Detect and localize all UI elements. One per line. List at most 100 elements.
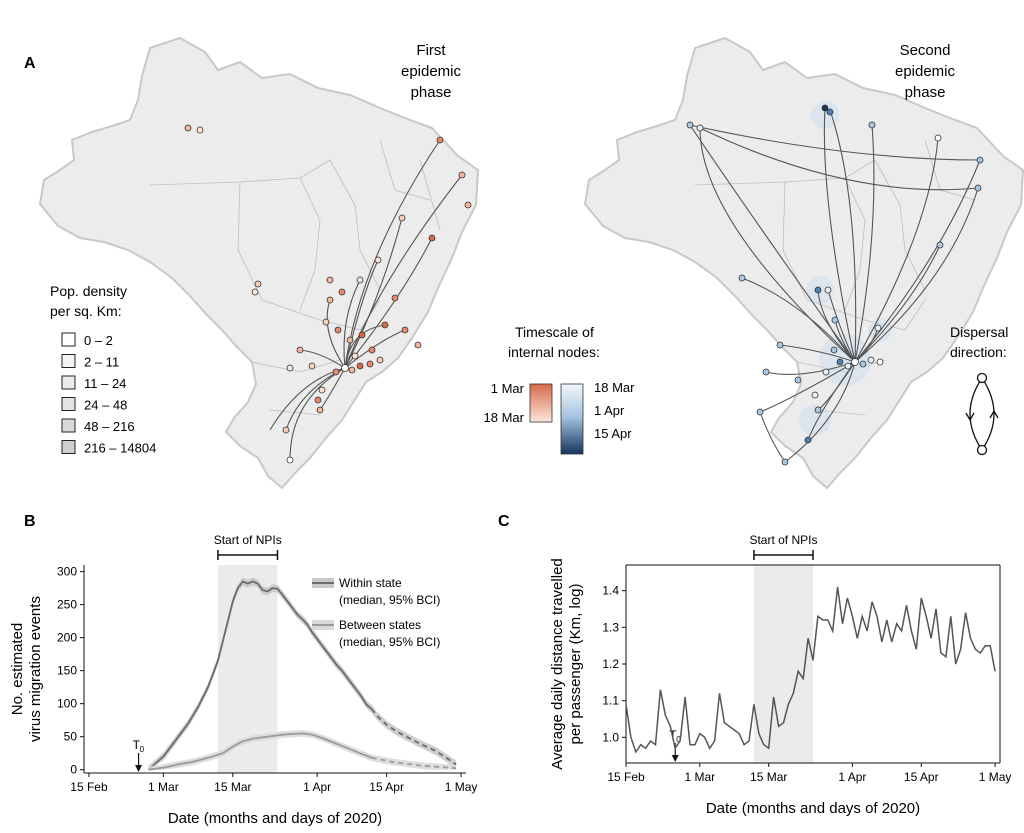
x-tick-label: 15 Feb <box>607 770 645 784</box>
density-item-label: 11 – 24 <box>84 376 126 391</box>
x-axis-label: Date (months and days of 2020) <box>168 810 382 827</box>
internal-nodes-first <box>184 124 472 464</box>
series-line <box>148 732 373 771</box>
legend-label-sub: (median, 95% BCI) <box>339 593 440 607</box>
timescale-red-bar <box>529 383 553 423</box>
timescale-label-1apr: 1 Apr <box>594 403 625 418</box>
series-line-dashed <box>370 708 457 766</box>
t0-subscript: 0 <box>676 735 681 744</box>
series-line <box>147 580 373 771</box>
y-axis-label-line1: Average daily distance travelled <box>549 558 566 770</box>
legend-label: Within state <box>339 576 402 590</box>
y-tick-label: 1.1 <box>602 694 619 708</box>
dispersal-title-line1: Dispersal <box>950 324 1008 340</box>
density-item-label: 216 – 14804 <box>84 441 156 456</box>
chart-c: Start of NPIs 1.0 1.1 1.2 1.3 1.4 15 Feb 1 Mar 1… <box>549 533 1011 817</box>
first-phase-title-line3: phase <box>411 84 452 101</box>
density-legend-title-line2: per sq. Km: <box>50 303 122 319</box>
timescale-title-line1: Timescale of <box>515 324 594 340</box>
timescale-blue-bar <box>560 383 584 455</box>
density-swatch <box>61 375 76 390</box>
x-tick-label: 1 Mar <box>148 780 179 794</box>
dispersal-arrow-down-icon <box>965 412 975 422</box>
timescale-label-18mar-left: 18 Mar <box>484 410 525 425</box>
density-item-label: 2 – 11 <box>84 355 119 370</box>
x-tick-label: 1 Apr <box>303 780 331 794</box>
timescale-title-line2: internal nodes: <box>508 344 600 360</box>
panel-label-c: C <box>498 513 510 530</box>
density-swatch <box>61 397 76 411</box>
state-borders-first <box>149 139 441 416</box>
series-band <box>148 577 457 770</box>
dispersal-node-top <box>976 372 988 384</box>
y-tick-label: 200 <box>57 631 77 645</box>
t0-arrow-icon <box>671 755 679 762</box>
npi-shaded-region <box>753 565 813 763</box>
timescale-label-15apr: 15 Apr <box>594 426 632 441</box>
y-tick-label: 0 <box>70 763 77 777</box>
y-tick-label: 1.4 <box>602 584 619 598</box>
dispersal-arrow-up-icon <box>989 409 999 419</box>
density-item-label: 48 – 216 <box>84 419 135 434</box>
panel-label-b: B <box>24 513 36 530</box>
y-tick-label: 250 <box>57 598 77 612</box>
dispersal-node-bottom <box>976 444 988 456</box>
density-item-label: 0 – 2 <box>84 333 113 348</box>
timescale-legend: Timescale of internal nodes: 1 Mar 18 Ma… <box>484 324 635 455</box>
t0-arrow-icon <box>135 765 143 772</box>
y-tick-label: 1.3 <box>602 620 619 634</box>
x-tick-label: 15 Mar <box>750 770 787 784</box>
t0-label: T <box>133 738 141 752</box>
density-legend: Pop. density per sq. Km: 0 – 2 2 – 11 11 –… <box>50 283 156 456</box>
series-line-dashed <box>371 756 457 770</box>
x-tick-label: 15 Feb <box>70 780 108 794</box>
first-phase-title-line1: First <box>416 42 446 59</box>
second-phase-title-line2: epidemic <box>895 63 956 80</box>
x-tick-label: 1 May <box>979 770 1012 784</box>
y-tick-label: 50 <box>64 730 78 744</box>
transmission-lines-first <box>269 139 463 461</box>
npi-label: Start of NPIs <box>749 533 817 547</box>
density-swatch <box>61 440 76 454</box>
y-axis-label-line1: No. estimated <box>9 623 26 716</box>
y-tick-label: 300 <box>57 565 77 579</box>
y-axis-label-line2: virus migration events <box>27 596 44 742</box>
y-tick-label: 100 <box>57 697 77 711</box>
density-swatch <box>61 418 76 433</box>
chart-b: Start of NPIs 0 50 100 150 200 250 300 15 Feb 1 M… <box>9 533 477 827</box>
dispersal-arc-left <box>969 377 983 451</box>
legend-label-sub: (median, 95% BCI) <box>339 635 440 649</box>
timescale-label-1mar: 1 Mar <box>491 381 525 396</box>
series-band <box>148 730 457 770</box>
second-phase-title-line3: phase <box>905 84 946 101</box>
npi-label: Start of NPIs <box>214 533 282 547</box>
x-tick-label: 1 May <box>445 780 478 794</box>
map-second-phase: Second epidemic phase <box>584 37 1024 489</box>
x-tick-label: 15 Apr <box>369 780 404 794</box>
t0-label: T <box>669 728 677 742</box>
map-first-phase: First epidemic phase <box>39 37 479 489</box>
dispersal-legend: Dispersal direction: <box>950 324 1008 456</box>
dispersal-title-line2: direction: <box>950 344 1007 360</box>
x-tick-label: 1 Mar <box>684 770 715 784</box>
y-tick-label: 150 <box>57 664 77 678</box>
timescale-label-18mar-right: 18 Mar <box>594 380 635 395</box>
y-tick-label: 1.0 <box>602 730 619 744</box>
density-swatch <box>61 354 76 368</box>
density-legend-title-line1: Pop. density <box>50 283 127 299</box>
density-item-label: 24 – 48 <box>84 398 127 413</box>
t0-subscript: 0 <box>140 745 145 754</box>
y-axis-label-line2: per passenger (Km, log) <box>567 584 584 745</box>
second-phase-title-line1: Second <box>900 42 951 59</box>
x-tick-label: 15 Apr <box>904 770 939 784</box>
x-tick-label: 15 Mar <box>214 780 251 794</box>
legend-label: Between states <box>339 618 421 632</box>
internal-nodes-second <box>686 104 984 466</box>
panel-label-a: A <box>24 55 36 72</box>
series-line <box>625 586 996 754</box>
y-tick-label: 1.2 <box>602 657 619 671</box>
dispersal-arc-right <box>981 377 995 451</box>
x-axis-label: Date (months and days of 2020) <box>706 800 920 817</box>
density-swatch <box>61 332 76 347</box>
